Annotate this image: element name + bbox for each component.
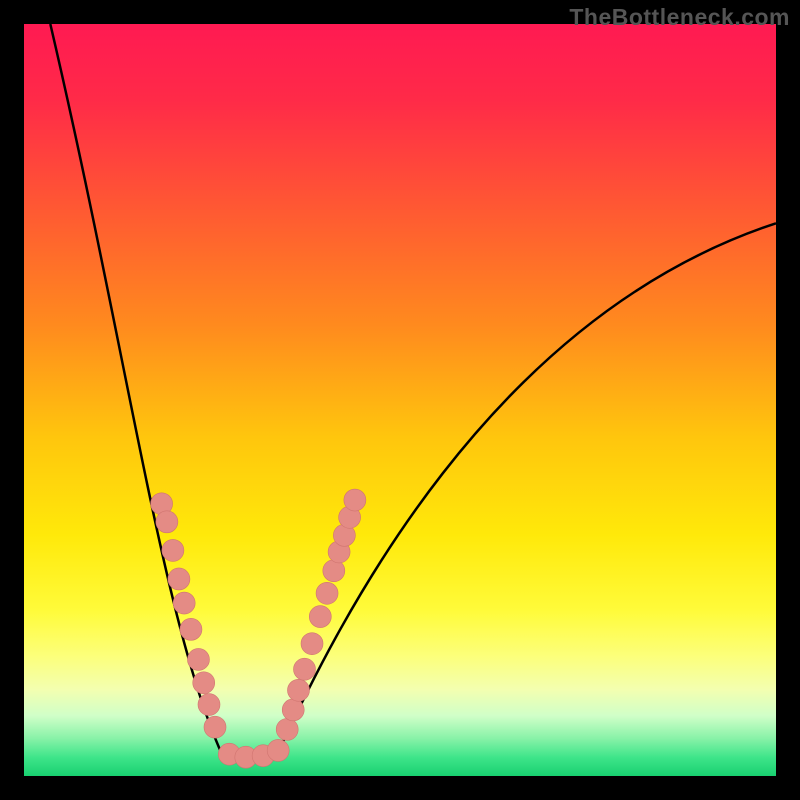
data-point [180, 618, 202, 640]
data-point [293, 658, 315, 680]
bottleneck-chart-svg [0, 0, 800, 800]
chart-background [24, 24, 776, 776]
data-point [156, 511, 178, 533]
data-point [267, 739, 289, 761]
data-point [316, 582, 338, 604]
chart-frame: TheBottleneck.com [0, 0, 800, 800]
data-point [168, 568, 190, 590]
data-point [173, 592, 195, 614]
data-point [162, 539, 184, 561]
data-point [204, 716, 226, 738]
data-point [344, 489, 366, 511]
data-point [198, 694, 220, 716]
data-point [193, 672, 215, 694]
data-point [282, 699, 304, 721]
data-point [309, 606, 331, 628]
data-point [276, 718, 298, 740]
data-point [301, 633, 323, 655]
attribution-text: TheBottleneck.com [569, 4, 790, 31]
data-point [287, 679, 309, 701]
data-point [187, 648, 209, 670]
data-point [323, 560, 345, 582]
